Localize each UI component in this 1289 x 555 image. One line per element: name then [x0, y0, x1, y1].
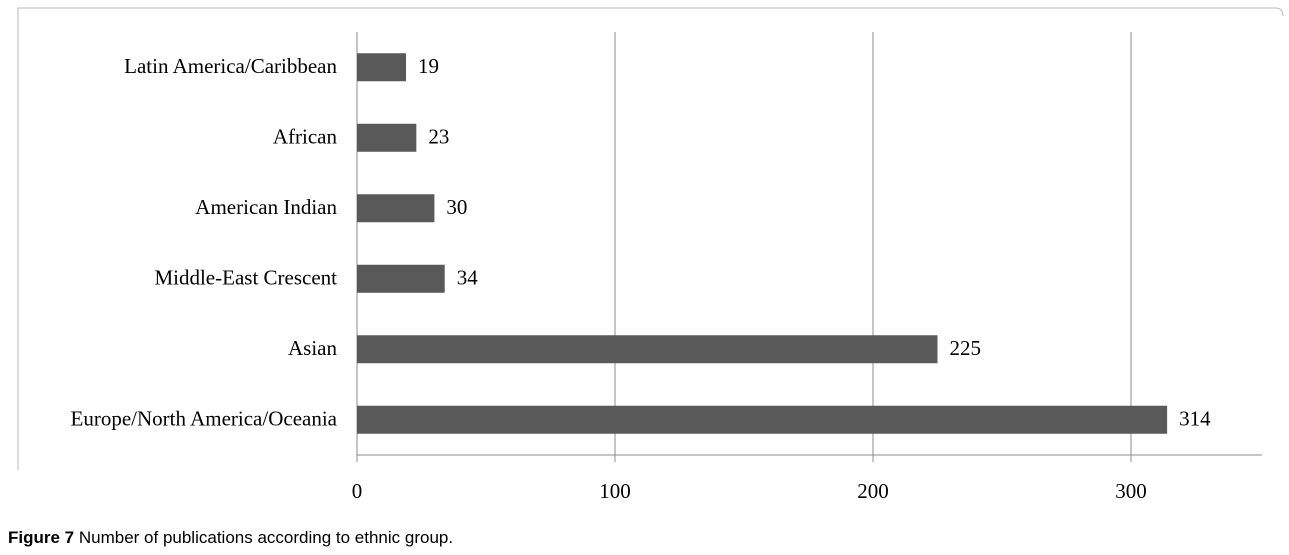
- y-tick-label: American Indian: [195, 195, 337, 219]
- value-label: 314: [1179, 407, 1211, 431]
- value-label: 34: [457, 266, 479, 290]
- value-label: 23: [428, 125, 449, 149]
- bar: [357, 194, 435, 223]
- y-tick-label: Europe/North America/Oceania: [71, 407, 338, 431]
- value-label: 19: [418, 54, 439, 78]
- value-label: 225: [950, 336, 982, 360]
- figure-caption: Figure 7 Number of publications accordin…: [8, 528, 453, 547]
- x-tick-label: 200: [857, 479, 889, 503]
- bar: [357, 264, 445, 293]
- bar: [357, 123, 417, 152]
- figure-frame: [17, 7, 1284, 470]
- x-tick-label: 300: [1115, 479, 1147, 503]
- bar: [357, 335, 938, 364]
- x-tick-label: 0: [352, 479, 363, 503]
- caption-label: Figure 7: [8, 528, 74, 547]
- y-tick-label: Asian: [288, 336, 337, 360]
- y-tick-label: Middle-East Crescent: [154, 266, 337, 290]
- caption-text: Number of publications according to ethn…: [79, 528, 453, 547]
- bar: [357, 53, 407, 82]
- x-tick-label: 100: [599, 479, 631, 503]
- y-tick-label: Latin America/Caribbean: [124, 54, 337, 78]
- bar: [357, 405, 1168, 434]
- y-tick-label: African: [273, 125, 338, 149]
- value-label: 30: [446, 195, 467, 219]
